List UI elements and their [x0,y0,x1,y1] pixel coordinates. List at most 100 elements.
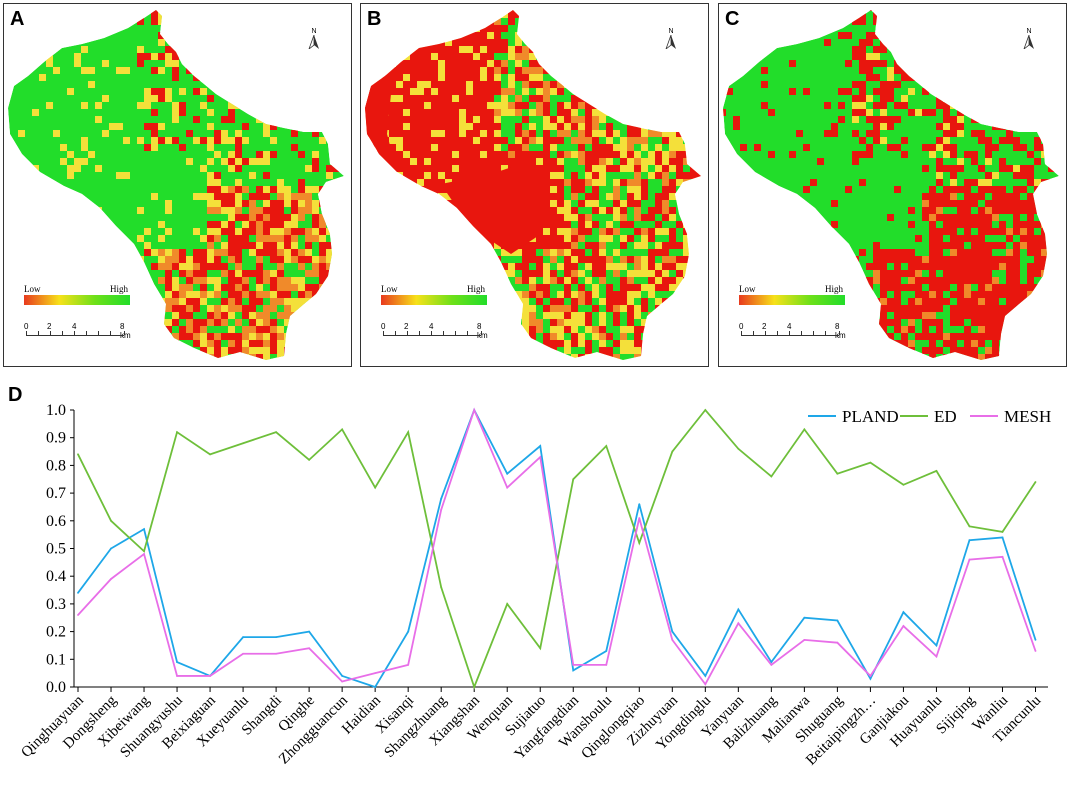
data-point-pland [935,644,938,647]
data-point-ed [506,603,509,605]
data-point-mesh [935,655,938,658]
y-tick-label: 0.1 [46,651,66,668]
y-tick-label: 0.0 [46,679,66,696]
data-point-mesh [1034,650,1037,652]
data-point-ed [1001,530,1004,533]
data-point-mesh [440,508,443,511]
data-point-ed [836,472,839,475]
data-point-ed [1034,481,1037,483]
data-point-pland [902,611,905,614]
data-point-ed [935,470,938,472]
scale-label: 8 km [835,322,846,340]
scale-label: 8 km [120,322,131,340]
data-point-pland [506,472,509,475]
data-point-mesh [869,675,872,677]
data-point-mesh [539,456,542,458]
data-point-mesh [374,672,377,675]
data-point-pland [242,636,244,639]
data-point-ed [407,431,410,434]
legend-gradient-bar [739,295,845,305]
y-tick-label: 0.7 [46,485,66,502]
data-point-ed [869,461,872,464]
scale-bar: 0 2 4 8 km [739,322,849,344]
data-point-ed [110,519,112,522]
panel-label-a: A [10,8,25,30]
data-point-ed [803,428,806,431]
scale-label: 2 [762,322,767,331]
data-point-ed [968,525,971,528]
data-point-pland [341,675,344,677]
scale-bar: 0 2 4 8 km [381,322,491,344]
data-point-ed [308,458,311,461]
data-point-ed [473,686,476,688]
data-point-mesh [209,675,211,677]
north-arrow-icon: N [307,28,321,51]
data-point-mesh [572,663,575,666]
data-point-pland [770,661,773,663]
y-tick-label: 1.0 [46,402,66,419]
data-point-pland [275,636,278,639]
map-panel-c: C N Low High 0 2 4 8 km [718,3,1067,367]
data-point-ed [572,478,575,481]
data-point-pland [407,630,410,633]
data-point-mesh [968,558,971,561]
legend-low-label: Low [24,284,41,294]
map-panel-b: B N Low High 0 2 4 8 km [360,3,709,367]
data-point-pland [803,616,806,619]
legend-high-label: High [467,284,485,294]
data-point-pland [176,661,178,663]
data-point-mesh [737,622,740,625]
data-point-ed [539,647,542,650]
y-tick-label: 0.4 [46,568,66,585]
scale-label: 4 [72,322,77,331]
data-point-mesh [704,683,707,686]
data-point-pland [1001,536,1004,539]
legend-label-pland: PLAND [842,407,899,426]
data-point-pland [539,445,542,447]
data-point-mesh [110,578,112,580]
scale-label: 0 [381,322,386,331]
data-point-pland [836,619,839,622]
north-label: N [1026,28,1032,35]
data-point-mesh [803,639,806,641]
data-point-mesh [407,663,410,666]
data-point-pland [638,503,641,506]
data-point-mesh [275,652,278,655]
data-point-pland [869,677,872,680]
legend-high-label: High [110,284,128,294]
legend-gradient-bar [24,295,130,305]
legend-low-label: Low [739,284,756,294]
data-point-mesh [143,553,145,555]
north-arrow-icon: N [1022,28,1036,51]
map-a [8,10,344,360]
data-point-pland [77,591,79,594]
data-point-pland [1034,639,1037,641]
data-point-pland [671,630,674,633]
data-point-mesh [473,409,476,411]
data-point-mesh [506,486,509,489]
data-point-mesh [77,614,79,616]
map-c [723,10,1059,360]
data-point-mesh [341,680,344,683]
data-point-ed [704,409,707,411]
data-point-ed [341,428,344,431]
scale-label: 8 km [477,322,488,340]
series-line-mesh [77,407,1037,686]
data-point-pland [143,528,145,531]
legend-high-label: High [825,284,843,294]
data-point-ed [209,453,211,456]
data-point-ed [605,445,608,447]
data-point-pland [374,686,377,688]
data-point-ed [440,586,443,589]
scale-bar: 0 2 4 8 km [24,322,134,344]
data-point-ed [242,442,244,445]
data-point-ed [737,447,740,450]
data-point-ed [143,550,145,553]
panel-label-b: B [367,8,382,30]
data-point-ed [770,475,773,478]
data-point-ed [176,431,178,434]
data-point-mesh [902,625,905,627]
data-point-mesh [605,663,608,666]
panel-label-d: D [8,384,23,406]
north-label: N [668,28,674,35]
